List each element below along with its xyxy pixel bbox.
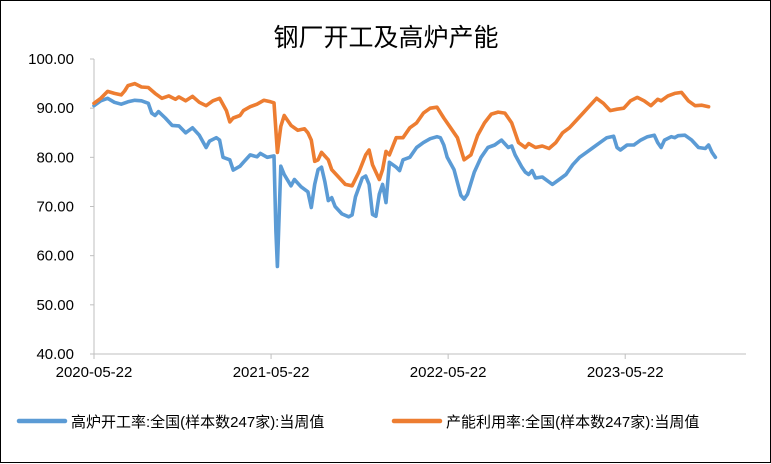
legend: 高炉开工率:全国(样本数247家):当周值 产能利用率:全国(样本数247家):当… [16,413,699,431]
series-line-2 [92,81,711,188]
x-tick-label: 2022-05-22 [410,364,487,381]
y-tick-label: 40.00 [36,346,74,363]
y-tick-label: 60.00 [36,248,74,265]
x-tick-label: 2023-05-22 [587,364,664,381]
y-tick-label: 50.00 [36,297,74,314]
series-line-1 [92,96,718,269]
x-tick-label: 2020-05-22 [56,364,133,381]
y-tick-label: 70.00 [36,199,74,216]
series-layer [92,81,718,269]
axes: 40.00 50.00 60.00 70.00 80.00 90.00 100.00 2020… [28,51,746,381]
chart-title: 钢厂开工及高炉产能 [273,24,498,52]
y-tick-label: 80.00 [36,149,74,166]
legend-label-1: 高炉开工率:全国(样本数247家):当周值 [71,413,324,431]
y-tick-label: 100.00 [28,51,74,68]
x-tick-label: 2021-05-22 [233,364,310,381]
legend-label-2: 产能利用率:全国(样本数247家):当周值 [446,413,699,431]
y-tick-label: 90.00 [36,100,74,117]
